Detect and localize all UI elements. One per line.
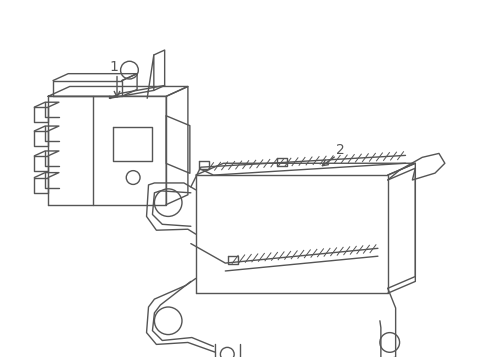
Text: 1: 1 [110,60,119,74]
Text: 2: 2 [336,144,345,157]
